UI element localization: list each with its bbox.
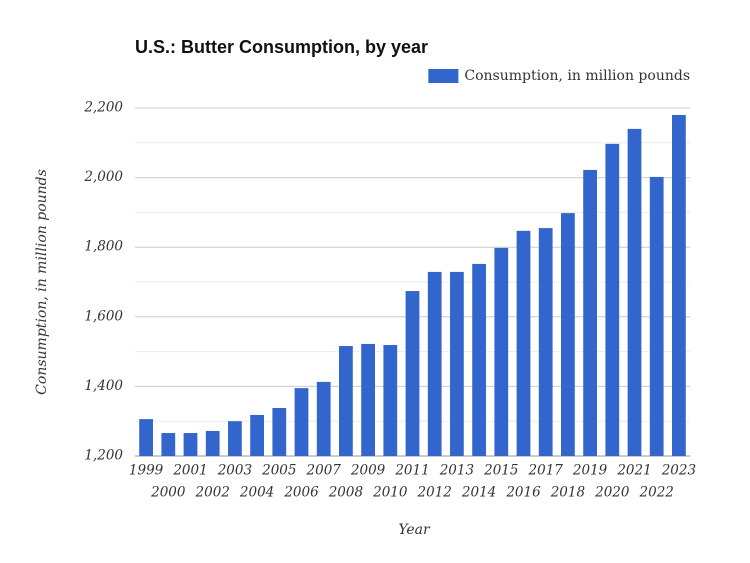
- x-tick-label: 2022: [639, 485, 674, 501]
- x-tick-label: 2014: [461, 485, 496, 501]
- y-tick-label: 1,600: [84, 308, 123, 324]
- chart-title: U.S.: Butter Consumption, by year: [135, 37, 428, 57]
- x-tick-label: 2006: [283, 485, 319, 501]
- y-tick-label: 2,200: [83, 100, 123, 116]
- bar: [494, 247, 509, 456]
- bar: [205, 430, 220, 456]
- bar: [472, 263, 486, 456]
- x-tick-label: 2002: [195, 485, 230, 501]
- bar: [538, 228, 553, 456]
- legend-label: Consumption, in million pounds: [464, 68, 690, 84]
- bar: [228, 421, 242, 456]
- bar: [294, 388, 309, 456]
- x-tick-label: 2004: [239, 485, 274, 501]
- bar: [427, 271, 442, 456]
- x-tick-label: 2020: [594, 485, 630, 501]
- x-axis-title: Year: [398, 522, 431, 538]
- bar: [339, 346, 353, 456]
- x-tick-label: 2019: [572, 463, 608, 479]
- x-tick-label: 2021: [616, 463, 651, 479]
- y-tick-label: 1,400: [84, 378, 123, 394]
- bar: [561, 213, 575, 456]
- y-axis-title: Consumption, in million pounds: [34, 169, 50, 395]
- bar: [316, 381, 331, 456]
- bar: [450, 271, 464, 456]
- x-tick-label: 2023: [661, 463, 696, 479]
- x-tick-label: 2015: [483, 463, 518, 479]
- y-tick-label: 2,000: [83, 169, 123, 185]
- bar: [183, 433, 198, 456]
- y-tick-label: 1,200: [84, 448, 123, 464]
- x-tick-label: 2009: [350, 463, 386, 479]
- bar: [361, 343, 375, 456]
- bar: [250, 414, 264, 456]
- bar: [627, 128, 642, 456]
- bar: [672, 114, 686, 457]
- bar: [405, 291, 420, 456]
- x-tick-label: 1999: [129, 463, 164, 479]
- x-tick-label: 2018: [550, 485, 586, 501]
- bar: [516, 230, 531, 456]
- bar: [649, 176, 664, 457]
- x-tick-label: 2017: [528, 463, 564, 479]
- x-tick-label: 2011: [394, 463, 429, 479]
- y-tick-label: 1,800: [84, 239, 123, 255]
- bar: [583, 169, 597, 456]
- x-tick-label: 2001: [172, 463, 207, 479]
- x-tick-label: 2013: [439, 463, 474, 479]
- x-tick-label: 2016: [505, 485, 541, 501]
- bar: [383, 344, 398, 456]
- x-tick-label: 2003: [217, 463, 252, 479]
- x-tick-label: 2005: [261, 463, 296, 479]
- bar: [605, 143, 620, 456]
- x-tick-label: 2010: [372, 485, 408, 501]
- x-tick-label: 2007: [306, 463, 342, 479]
- x-tick-label: 2008: [328, 485, 364, 501]
- legend-swatch: [428, 69, 459, 83]
- bar: [272, 407, 287, 456]
- bar: [139, 419, 153, 456]
- x-tick-label: 2012: [417, 485, 452, 501]
- x-tick-label: 2000: [150, 485, 186, 501]
- bar: [161, 433, 176, 456]
